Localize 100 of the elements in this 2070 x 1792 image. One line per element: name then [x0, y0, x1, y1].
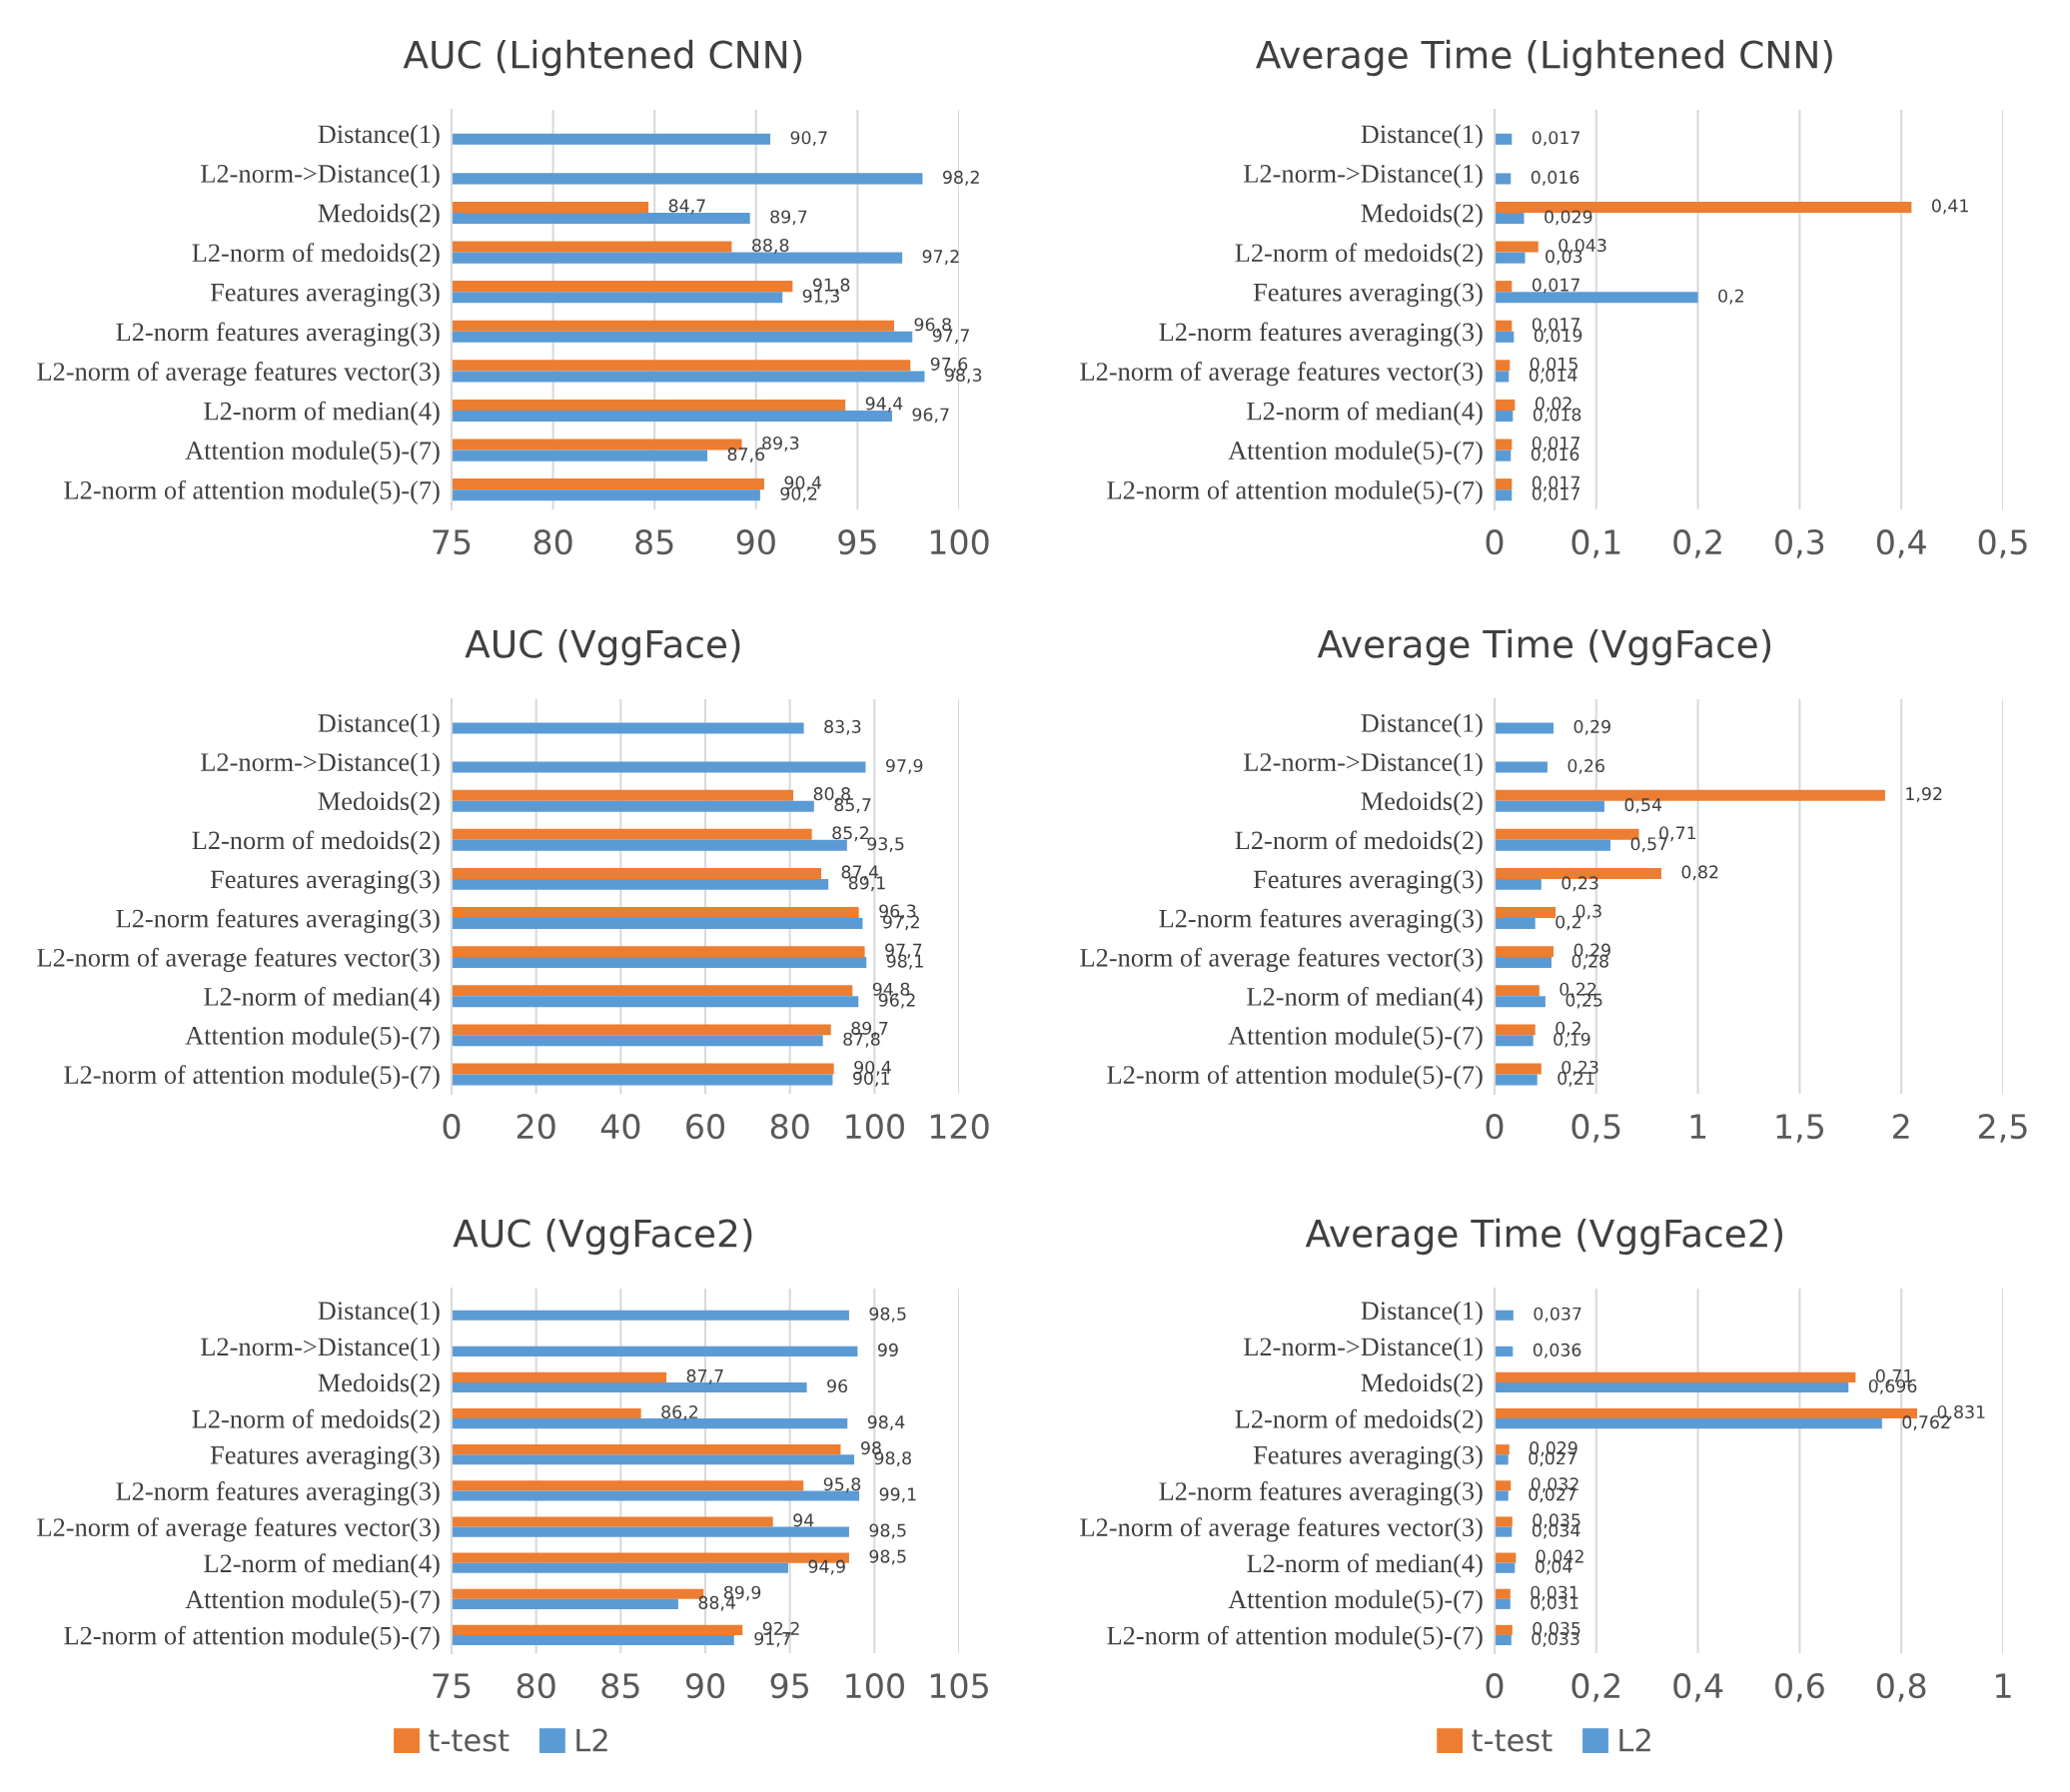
bar: [1495, 800, 1604, 812]
bar: [452, 957, 867, 969]
bar: [1495, 173, 1512, 185]
data-label: 97,9: [885, 758, 923, 774]
y-tick-label: L2-norm of attention module(5)-(7): [64, 1625, 440, 1650]
data-label: 0,23: [1561, 876, 1598, 892]
x-tick-label: 1,5: [1776, 1114, 1823, 1143]
data-label: 88,8: [752, 238, 789, 254]
legend-label: t-test: [1472, 1729, 1552, 1752]
bar: [452, 1035, 823, 1047]
y-tick-label: Features averaging(3): [210, 283, 440, 308]
bar: [452, 907, 859, 919]
bar: [1495, 212, 1525, 225]
y-tick-label: Attention module(5)-(7): [185, 1589, 440, 1614]
bar: [1495, 360, 1511, 372]
bar: [1495, 1562, 1516, 1573]
y-tick-label: Distance(1): [1361, 713, 1483, 738]
y-tick-label: Features averaging(3): [210, 869, 440, 894]
legend-label: t-test: [429, 1729, 510, 1752]
y-tick-label: L2-norm of average features vector(3): [37, 362, 440, 387]
bar: [1495, 722, 1554, 734]
data-label: 0,29: [1573, 719, 1610, 735]
y-tick-label: L2-norm of median(4): [204, 986, 440, 1012]
y-tick-label: L2-norm->Distance(1): [201, 1337, 440, 1361]
bar: [452, 985, 853, 997]
data-label: 84,7: [668, 199, 705, 215]
y-tick-label: Medoids(2): [1361, 203, 1483, 228]
y-tick-label: Attention module(5)-(7): [1228, 441, 1483, 465]
x-tick-label: 105: [930, 1673, 988, 1699]
bar: [1495, 399, 1516, 411]
y-tick-label: L2-norm features averaging(3): [1159, 908, 1483, 933]
data-label: 89,3: [762, 436, 799, 451]
y-tick-label: L2-norm features averaging(3): [116, 908, 440, 933]
data-label: 95,8: [823, 1477, 861, 1493]
data-label: 90,7: [790, 131, 827, 147]
bar: [452, 800, 814, 812]
y-tick-label: L2-norm of median(4): [1247, 401, 1483, 426]
data-label: 0,016: [1531, 170, 1579, 186]
y-tick-label: L2-norm of attention module(5)-(7): [64, 479, 440, 505]
x-tick-label: 0: [443, 1114, 461, 1140]
data-label: 0,017: [1532, 278, 1579, 294]
bar: [452, 878, 829, 890]
x-tick-label: 100: [846, 1114, 904, 1140]
bar: [1495, 1526, 1513, 1537]
bar: [1495, 996, 1546, 1008]
bar: [1495, 478, 1513, 490]
legend-label: L2: [576, 1728, 607, 1752]
y-tick-label: L2-norm of average features vector(3): [37, 1517, 440, 1542]
x-tick-label: 0,5: [1571, 1114, 1620, 1143]
bar: [452, 789, 794, 801]
x-tick-label: 0,1: [1571, 529, 1620, 558]
y-tick-label: L2-norm of attention module(5)-(7): [1107, 479, 1483, 505]
data-label: 98,5: [869, 1307, 906, 1323]
data-label: 0,26: [1567, 758, 1604, 774]
bar: [1495, 371, 1510, 383]
bar: [1495, 1345, 1514, 1356]
bar: [1495, 985, 1540, 997]
bar: [452, 1074, 833, 1086]
y-tick-label: L2-norm of medoids(2): [1235, 1408, 1483, 1434]
x-tick-label: 1: [1996, 1673, 2011, 1698]
data-label: 98,2: [942, 170, 979, 186]
x-tick-label: 90: [685, 1673, 724, 1699]
chart-title: AUC (Lightened CNN): [403, 39, 802, 77]
y-tick-label: L2-norm features averaging(3): [116, 1481, 440, 1506]
bar: [1495, 1480, 1512, 1491]
bar: [1495, 907, 1556, 919]
bar: [452, 867, 821, 879]
data-label: 99: [877, 1343, 898, 1356]
bar: [452, 761, 866, 773]
x-tick-label: 100: [930, 529, 989, 555]
y-tick-label: L2-norm->Distance(1): [201, 752, 440, 777]
chart-title: Average Time (VggFace): [1317, 628, 1771, 666]
data-label: 0,2: [1718, 289, 1743, 305]
data-label: 86,2: [661, 1404, 698, 1420]
y-tick-label: Attention module(5)-(7): [185, 441, 440, 465]
y-tick-label: L2-norm->Distance(1): [201, 164, 440, 189]
data-label: 85,2: [832, 826, 869, 842]
y-tick-label: L2-norm of medoids(2): [1235, 243, 1483, 268]
x-tick-label: 0,2: [1571, 1673, 1619, 1702]
bar: [1495, 761, 1548, 773]
x-tick-label: 40: [600, 1114, 640, 1140]
bar: [452, 946, 865, 958]
x-tick-label: 85: [635, 529, 673, 555]
bar: [1495, 331, 1515, 343]
bar: [1495, 1074, 1538, 1086]
data-label: 98,4: [867, 1415, 905, 1430]
y-tick-label: Medoids(2): [318, 1372, 440, 1397]
x-tick-label: 2: [1893, 1114, 1909, 1139]
data-label: 0,037: [1534, 1307, 1581, 1323]
data-label: 94,4: [865, 397, 903, 413]
data-label: 98,5: [869, 1549, 906, 1565]
bar: [1495, 1035, 1534, 1047]
bar: [452, 722, 804, 734]
data-label: 87,6: [727, 448, 765, 462]
y-tick-label: Features averaging(3): [1253, 1445, 1483, 1470]
data-label: 0,82: [1681, 865, 1718, 881]
bar: [1495, 1371, 1856, 1382]
x-tick-label: 0,2: [1673, 529, 1721, 558]
bar: [452, 996, 859, 1008]
y-tick-label: Medoids(2): [318, 791, 440, 816]
